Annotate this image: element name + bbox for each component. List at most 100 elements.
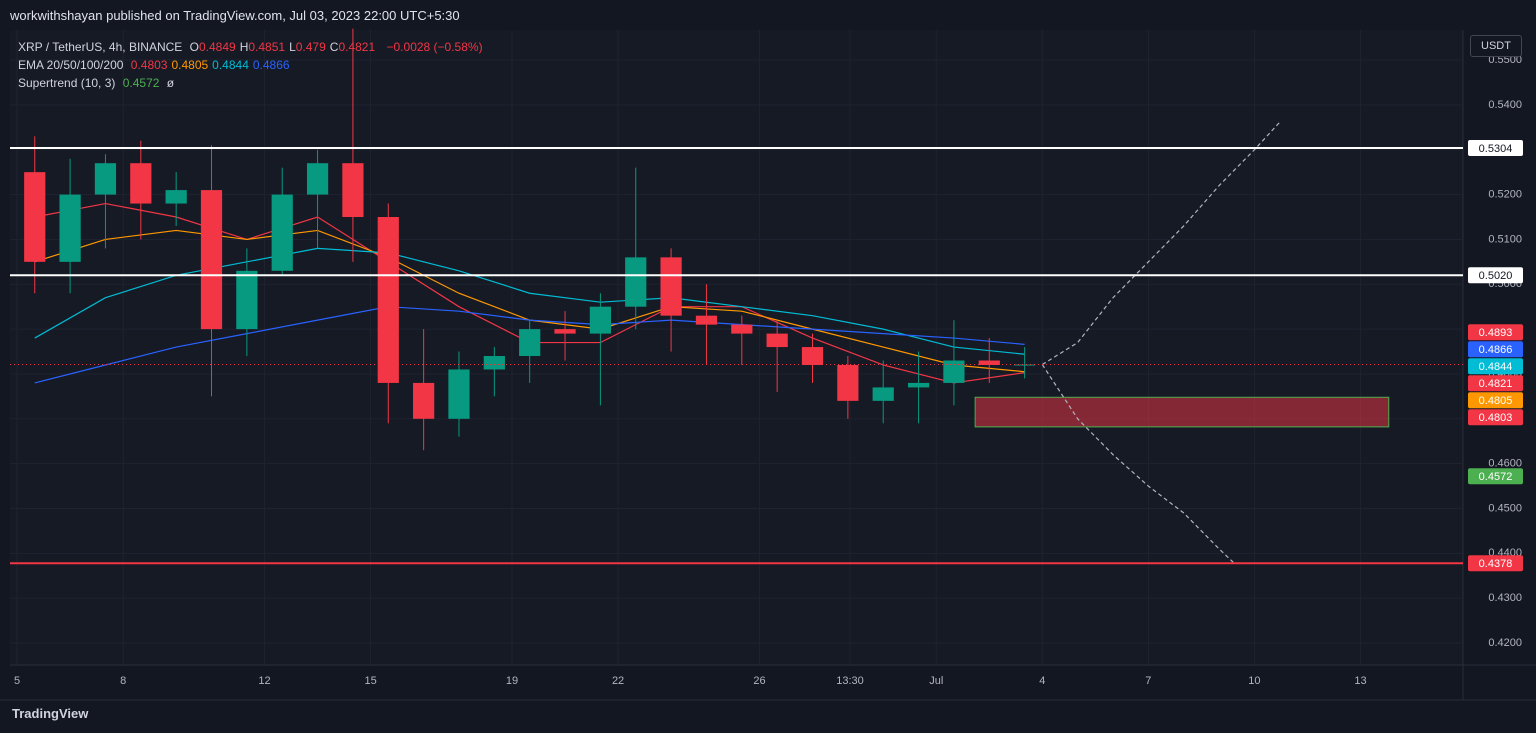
candle-body — [766, 333, 788, 348]
candle-body — [943, 360, 965, 383]
price-tag-label: 0.5020 — [1479, 270, 1513, 282]
supply-zone — [974, 396, 1390, 428]
price-tag-label: 0.4803 — [1479, 412, 1513, 424]
candle-body — [483, 356, 505, 370]
ohlc-value: 0.479 — [295, 40, 326, 54]
projection-line — [1041, 122, 1280, 366]
candle-body — [130, 163, 152, 204]
ohlc-label: H — [239, 40, 249, 54]
ema-line — [34, 247, 1025, 355]
price-tag — [1468, 341, 1523, 358]
candle-body — [236, 270, 258, 330]
candle-body — [554, 329, 576, 334]
y-tick-label: 0.4300 — [1488, 592, 1522, 604]
symbol: XRP / TetherUS, 4h, BINANCE — [18, 40, 183, 54]
candle-body — [978, 360, 1000, 365]
y-tick-label: 0.4600 — [1488, 458, 1522, 470]
ema-row: EMA 20/50/100/200 0.4803 0.4805 0.4844 0.48… — [18, 56, 487, 74]
ema-value: 0.4803 — [130, 58, 168, 72]
candle-body — [660, 257, 682, 316]
candle-body — [306, 163, 329, 195]
legend: XRP / TetherUS, 4h, BINANCE O0.4849 H0.48… — [18, 38, 487, 92]
y-tick-label: 0.4500 — [1488, 502, 1522, 514]
price-tag — [1468, 468, 1523, 485]
candle-body — [837, 364, 859, 401]
supertrend-row: Supertrend (10, 3) 0.4572 ø — [18, 74, 487, 92]
y-tick-label: 0.5500 — [1488, 54, 1522, 66]
candle-body — [24, 172, 46, 262]
ema-title: EMA 20/50/100/200 — [18, 58, 124, 72]
y-tick-label: 0.5200 — [1488, 188, 1522, 200]
candle-body — [448, 369, 470, 419]
candle-body — [413, 382, 435, 419]
ohlc-value: 0.4821 — [338, 40, 376, 54]
x-tick-label: 13:30 — [836, 675, 864, 687]
price-tag-label: 0.4378 — [1479, 558, 1513, 570]
price-tag — [1468, 375, 1523, 392]
candle-body — [872, 387, 894, 401]
x-tick-label: 26 — [753, 675, 765, 687]
change: −0.0028 (−0.58%) — [386, 40, 483, 54]
price-tag-label: 0.4866 — [1479, 344, 1513, 356]
candle-body — [1014, 364, 1036, 366]
price-tag — [1468, 555, 1523, 572]
price-tag-label: 0.4805 — [1479, 395, 1513, 407]
price-tag-label: 0.4893 — [1479, 327, 1513, 339]
candle-body — [271, 194, 293, 271]
plot-area — [10, 30, 1463, 665]
candle-body — [94, 163, 117, 195]
candle-body — [200, 190, 223, 330]
y-tick-label: 0.4200 — [1488, 637, 1522, 649]
ema-value: 0.4844 — [212, 58, 249, 72]
ema-value: 0.4805 — [171, 58, 209, 72]
x-tick-label: 4 — [1039, 675, 1045, 687]
supertrend-suffix: ø — [166, 76, 175, 90]
projection-line — [1041, 364, 1234, 563]
x-tick-label: 12 — [258, 675, 270, 687]
x-tick-label: 13 — [1354, 675, 1366, 687]
price-tag-label: 0.4844 — [1479, 361, 1513, 373]
price-tag — [1468, 409, 1523, 426]
candle-body — [625, 257, 647, 307]
candle-body — [377, 217, 399, 383]
supertrend-title: Supertrend (10, 3) — [18, 76, 116, 90]
price-tag-label: 0.4572 — [1479, 471, 1513, 483]
candle-body — [59, 194, 81, 262]
price-tag — [1468, 358, 1523, 375]
ohlc-value: 0.4849 — [198, 40, 236, 54]
publisher: workwithshayan published on TradingView.… — [10, 8, 460, 23]
x-tick-label: 5 — [14, 675, 20, 687]
ohlc: O0.4849 H0.4851 L0.479 C0.4821 — [190, 40, 380, 54]
candle-body — [342, 163, 364, 218]
candle-body — [589, 306, 611, 334]
x-tick-label: 7 — [1145, 675, 1151, 687]
price-tag — [1468, 392, 1523, 409]
price-tag — [1468, 267, 1523, 284]
price-tag-label: 0.4821 — [1479, 378, 1513, 390]
candle-body — [731, 324, 753, 334]
supertrend-value: 0.4572 — [122, 76, 160, 90]
ema-value: 0.4866 — [252, 58, 290, 72]
candle-body — [695, 315, 718, 325]
x-tick-label: 19 — [506, 675, 518, 687]
y-tick-label: 0.5100 — [1488, 233, 1522, 245]
ohlc-label: O — [189, 40, 199, 54]
x-tick-label: 22 — [612, 675, 624, 687]
x-tick-label: 15 — [364, 675, 376, 687]
price-tag — [1468, 139, 1523, 156]
unit-button[interactable]: USDT — [1470, 35, 1522, 57]
x-tick-label: 8 — [120, 675, 126, 687]
ohlc-value: 0.4851 — [248, 40, 286, 54]
ohlc-label: L — [289, 40, 296, 54]
candle-body — [165, 190, 187, 204]
symbol-row: XRP / TetherUS, 4h, BINANCE O0.4849 H0.48… — [18, 38, 487, 56]
price-tag-label: 0.5304 — [1479, 143, 1513, 155]
x-tick-label: Jul — [929, 675, 943, 687]
price-tag — [1468, 324, 1523, 341]
x-tick-label: 10 — [1248, 675, 1260, 687]
y-tick-label: 0.5400 — [1488, 99, 1522, 111]
brand: TradingView — [12, 706, 89, 721]
ohlc-label: C — [329, 40, 339, 54]
